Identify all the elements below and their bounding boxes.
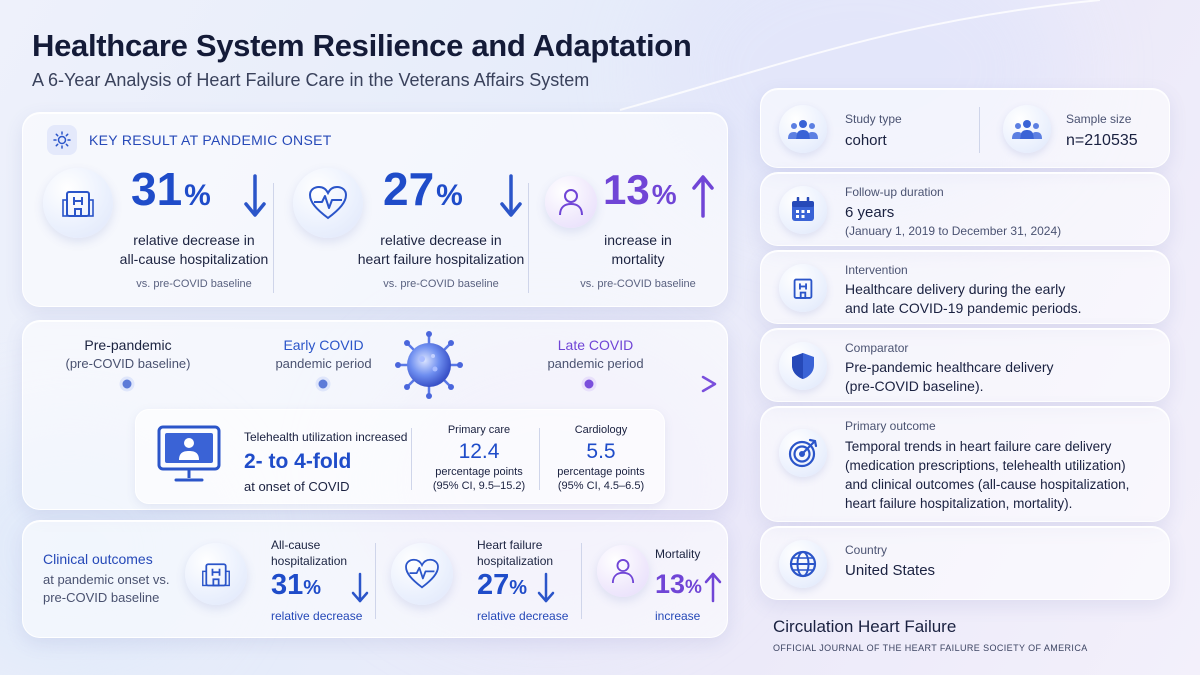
study-type-value: cohort <box>845 132 887 149</box>
divider <box>411 428 412 490</box>
telehealth-panel: Telehealth utilization increased 2- to 4… <box>135 409 665 504</box>
arrow-down-icon <box>244 174 266 217</box>
followup-label: Follow-up duration <box>845 185 944 199</box>
virus-icon <box>395 331 463 399</box>
all-cause-description: relative decrease in all-cause hospitaliz… <box>119 232 269 267</box>
heart-failure-baseline: vs. pre-COVID baseline <box>383 278 499 290</box>
hospital-icon <box>779 264 827 312</box>
divider <box>528 183 529 293</box>
mortality-value: 13% <box>603 166 677 213</box>
clinical-heart-failure-note: relative decrease <box>477 609 569 623</box>
person-icon <box>545 176 597 228</box>
clinical-outcomes-card: Clinical outcomes at pandemic onset vs. p… <box>22 520 728 638</box>
intervention-value: Healthcare delivery during the early and … <box>845 281 1082 316</box>
country-card: Country United States <box>760 526 1170 600</box>
intervention-label: Intervention <box>845 263 908 277</box>
timeline-phase-late-covid: Late COVID pandemic period <box>547 337 644 371</box>
arrow-down-icon <box>537 572 555 603</box>
clinical-heart-failure-label: Heart failure hospitalization <box>477 538 554 568</box>
telehealth-primary-care: Primary care 12.4 percentage points (95%… <box>432 424 526 492</box>
page-title: Healthcare System Resilience and Adaptat… <box>32 28 692 63</box>
telehealth-note: at onset of COVID <box>244 479 350 494</box>
timeline-card: Pre-pandemic (pre-COVID baseline) Early … <box>22 320 728 510</box>
comparator-label: Comparator <box>845 341 909 355</box>
primary-outcome-label: Primary outcome <box>845 419 936 433</box>
clinical-all-cause-label: All-cause hospitalization <box>271 538 348 568</box>
comparator-card: Comparator Pre-pandemic healthcare deliv… <box>760 328 1170 402</box>
shield-icon <box>779 342 827 390</box>
divider <box>581 543 582 619</box>
key-result-item-mortality: 13% increase in mortality vs. pre-COVID b… <box>543 166 723 298</box>
intervention-card: Intervention Healthcare delivery during … <box>760 250 1170 324</box>
followup-value: 6 years <box>845 204 895 221</box>
divider <box>979 107 980 153</box>
all-cause-baseline: vs. pre-COVID baseline <box>136 278 252 290</box>
journal-tagline: OFFICIAL JOURNAL OF THE HEART FAILURE SO… <box>773 643 1088 653</box>
study-type-label: Study type <box>845 112 902 126</box>
timeline-axis <box>35 375 717 393</box>
primary-outcome-card: Primary outcome Temporal trends in heart… <box>760 406 1170 522</box>
followup-card: Follow-up duration 6 years (January 1, 2… <box>760 172 1170 246</box>
clinical-all-cause-note: relative decrease <box>271 609 363 623</box>
clinical-outcomes-title: Clinical outcomes <box>43 551 153 567</box>
study-summary-card: Study type cohort Sample size n=210535 <box>760 88 1170 168</box>
arrow-up-icon <box>704 572 722 603</box>
sample-size-label: Sample size <box>1066 112 1132 126</box>
telehealth-cardiology: Cardiology 5.5 percentage points (95% CI… <box>557 424 645 492</box>
hospital-icon <box>185 543 247 605</box>
arrow-up-icon <box>692 175 714 218</box>
country-value: United States <box>845 562 936 579</box>
heart-pulse-icon <box>391 543 453 605</box>
key-result-item-heart-failure: 27% relative decrease in heart failure ho… <box>291 163 541 298</box>
primary-outcome-value: Temporal trends in heart failure care de… <box>845 439 1130 511</box>
telehealth-value: 2- to 4-fold <box>244 450 352 473</box>
divider <box>375 543 376 619</box>
timeline-phase-pre-pandemic: Pre-pandemic (pre-COVID baseline) <box>65 337 191 371</box>
divider <box>273 183 274 293</box>
globe-icon <box>779 540 827 588</box>
sample-size-value: n=210535 <box>1066 132 1138 149</box>
page-subtitle: A 6-Year Analysis of Heart Failure Care … <box>32 70 590 90</box>
hospital-icon <box>43 168 113 238</box>
comparator-value: Pre-pandemic healthcare delivery (pre-COV… <box>845 359 1054 394</box>
telehealth-label: Telehealth utilization increased <box>244 430 408 444</box>
key-result-heading: KEY RESULT AT PANDEMIC ONSET <box>89 132 332 148</box>
sun-icon <box>47 125 77 155</box>
divider <box>539 428 540 490</box>
followup-range: (January 1, 2019 to December 31, 2024) <box>845 224 1062 238</box>
clinical-heart-failure-value: 27% <box>477 569 528 601</box>
mortality-baseline: vs. pre-COVID baseline <box>580 278 696 290</box>
calendar-icon <box>779 186 827 234</box>
arrow-down-icon <box>500 174 522 217</box>
people-group-icon <box>779 105 827 153</box>
heart-failure-description: relative decrease in heart failure hospit… <box>357 232 525 267</box>
arrow-down-icon <box>351 572 369 603</box>
journal-name: Circulation Heart Failure <box>773 617 957 636</box>
heart-pulse-icon <box>293 168 363 238</box>
key-result-item-all-cause: 31% relative decrease in all-cause hospit… <box>39 163 289 298</box>
timeline-phase-early-covid: Early COVID pandemic period <box>275 337 372 371</box>
people-group-icon <box>1003 105 1051 153</box>
heart-failure-value: 27% <box>383 163 463 215</box>
clinical-mortality-note: increase <box>655 609 701 623</box>
clinical-outcomes-subtitle: at pandemic onset vs. pre-COVID baseline <box>43 572 170 605</box>
person-icon <box>597 545 649 597</box>
key-result-card: KEY RESULT AT PANDEMIC ONSET 31% relativ… <box>22 112 728 307</box>
mortality-description: increase in mortality <box>604 232 672 267</box>
clinical-all-cause-value: 31% <box>271 569 322 601</box>
all-cause-value: 31% <box>131 163 211 215</box>
target-icon <box>779 429 827 477</box>
key-result-header: KEY RESULT AT PANDEMIC ONSET <box>47 125 332 155</box>
clinical-mortality-label: Mortality <box>655 547 701 561</box>
country-label: Country <box>845 543 888 557</box>
monitor-user-icon <box>157 425 221 482</box>
clinical-mortality-value: 13% <box>655 569 702 599</box>
